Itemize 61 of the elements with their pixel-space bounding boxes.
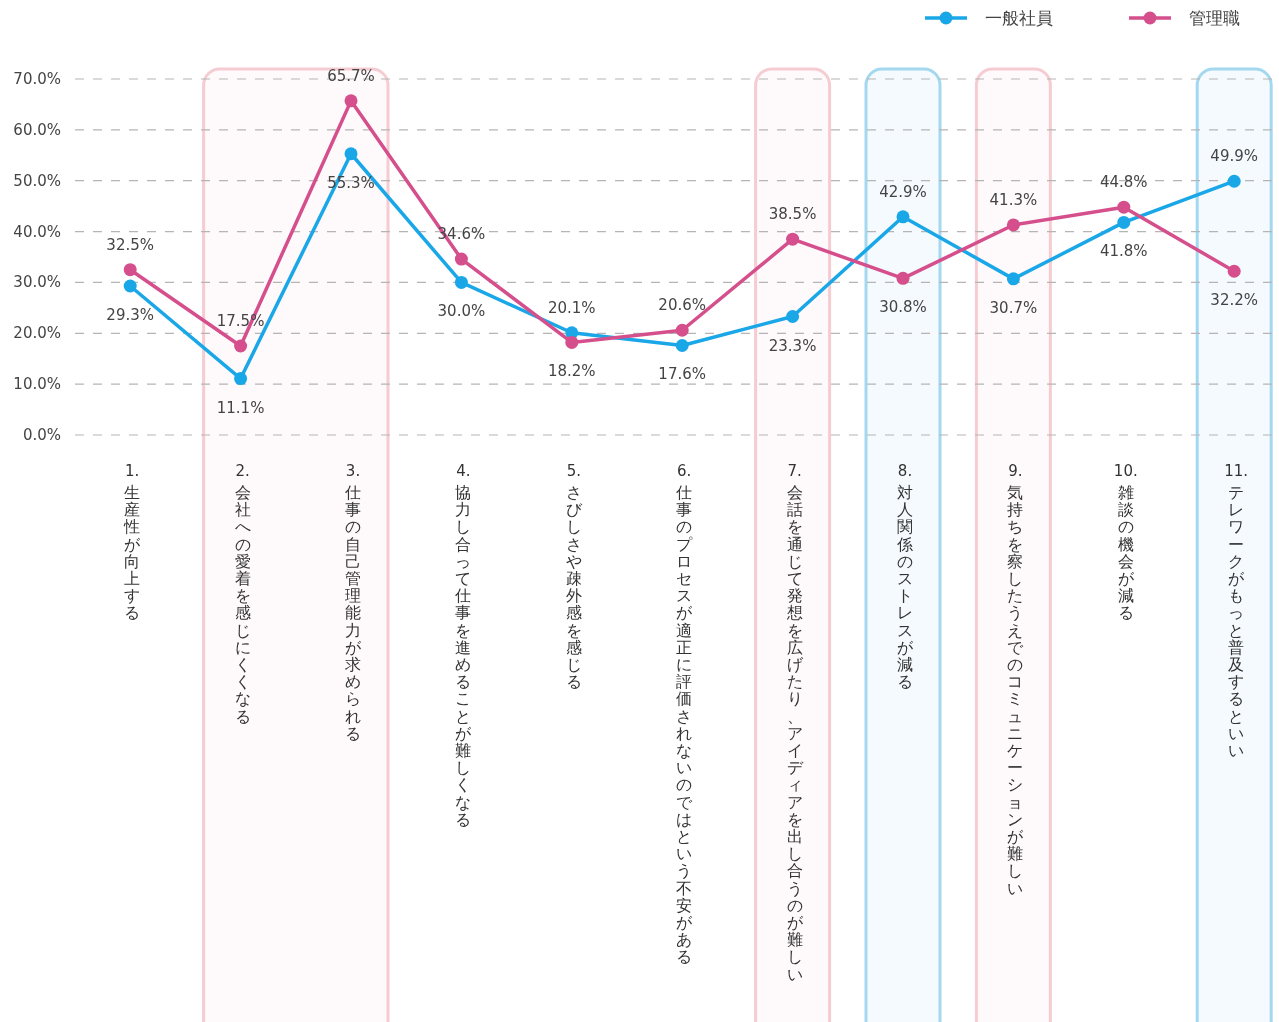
point	[454, 252, 468, 266]
data-label: 38.5%	[768, 205, 817, 224]
point	[896, 271, 910, 285]
data-label: 42.9%	[879, 182, 927, 201]
point	[1117, 215, 1131, 229]
category-label: 1.生産性が向上する	[124, 462, 141, 623]
y-tick-label: 10.0%	[13, 375, 61, 394]
category-label: 3.仕事の自己管理能力が求められる	[345, 462, 361, 743]
point	[234, 372, 248, 386]
point	[1227, 174, 1241, 188]
y-tick-label: 50.0%	[13, 171, 61, 190]
category-label: 5.さびしさや疎外感を感じる	[565, 462, 582, 692]
y-tick-label: 40.0%	[13, 222, 61, 241]
y-tick-label: 0.0%	[22, 426, 61, 444]
point	[344, 147, 358, 161]
y-tick-label: 30.0%	[13, 273, 61, 292]
category-label: 9.気持ちを察したうえでのコミュニケーションが難しい	[1007, 462, 1024, 898]
category-label: 4.協力し合って仕事を進めることが難しくなる	[455, 462, 472, 829]
legend-label: 管理職	[1189, 8, 1240, 28]
point	[1117, 200, 1131, 214]
data-label: 44.8%	[1099, 173, 1148, 192]
y-tick-label: 60.0%	[13, 120, 61, 139]
point	[565, 335, 579, 349]
point	[675, 338, 689, 352]
data-label: 17.6%	[658, 365, 707, 384]
data-label: 20.1%	[547, 298, 596, 317]
point	[1227, 264, 1241, 278]
y-tick-label: 20.0%	[13, 324, 61, 343]
y-tick-label: 70.0%	[13, 70, 61, 88]
data-label: 41.3%	[989, 190, 1038, 209]
category-label: 11.テレワークがもっと普及するといい	[1224, 462, 1249, 760]
data-label: 32.5%	[106, 235, 155, 254]
point	[123, 279, 137, 293]
data-label: 65.7%	[327, 66, 375, 85]
point	[786, 310, 800, 323]
point	[454, 275, 468, 289]
data-label: 11.1%	[216, 398, 265, 417]
data-label: 30.0%	[437, 302, 486, 321]
category-label: 2.会社への愛着を感じにくくなる	[234, 462, 251, 726]
data-label: 32.2%	[1210, 291, 1259, 310]
data-label: 30.8%	[879, 298, 927, 317]
point	[675, 323, 689, 337]
data-label: 29.3%	[106, 305, 155, 324]
point	[123, 263, 137, 277]
data-label: 20.6%	[658, 296, 707, 315]
category-label: 8.対人関係のストレスが減る	[897, 462, 913, 692]
data-label: 30.7%	[989, 298, 1038, 317]
point	[1006, 272, 1020, 286]
point	[786, 232, 800, 246]
point	[896, 210, 910, 224]
category-label: 6.仕事のプロセスが適正に評価されないのではという不安がある	[676, 462, 693, 967]
category-label: 7.会話を通じて発想を広げたり、アイディアを出し合うのが難しい	[786, 462, 803, 984]
category-label: 10.雑談の機会が減る	[1113, 462, 1138, 623]
data-label: 18.2%	[547, 362, 596, 381]
data-label: 49.9%	[1210, 147, 1259, 166]
data-label: 23.3%	[768, 336, 817, 355]
data-label: 41.8%	[1099, 242, 1148, 261]
point	[1006, 218, 1020, 232]
point	[234, 339, 248, 353]
legend-label: 一般社員	[985, 8, 1053, 28]
point	[344, 94, 358, 108]
